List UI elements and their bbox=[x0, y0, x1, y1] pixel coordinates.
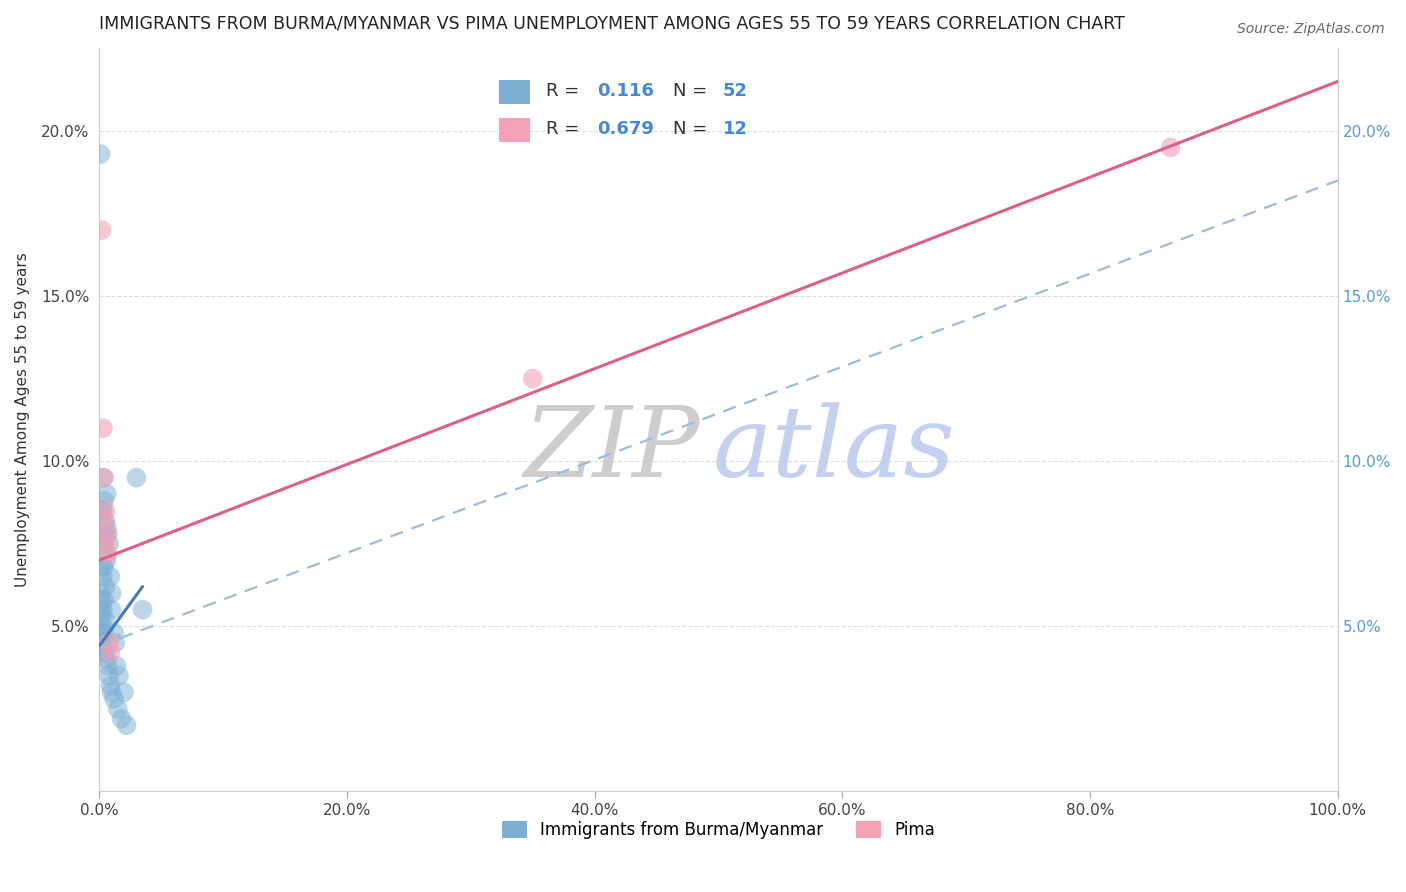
Point bbox=[112, 685, 135, 699]
Point bbox=[91, 642, 114, 657]
Point bbox=[90, 559, 112, 574]
Point bbox=[108, 669, 131, 683]
Point bbox=[94, 580, 117, 594]
Legend: Immigrants from Burma/Myanmar, Pima: Immigrants from Burma/Myanmar, Pima bbox=[495, 814, 942, 847]
Point bbox=[90, 609, 112, 624]
Point bbox=[89, 636, 111, 650]
Point bbox=[110, 712, 132, 726]
Point bbox=[100, 586, 122, 600]
Point bbox=[90, 592, 112, 607]
Point bbox=[90, 223, 112, 237]
Point bbox=[522, 371, 544, 385]
Point bbox=[98, 536, 121, 550]
Text: atlas: atlas bbox=[713, 402, 955, 497]
Y-axis label: Unemployment Among Ages 55 to 59 years: Unemployment Among Ages 55 to 59 years bbox=[15, 252, 30, 587]
Point bbox=[93, 559, 115, 574]
Point bbox=[93, 625, 115, 640]
Point bbox=[91, 619, 114, 633]
Point bbox=[93, 470, 115, 484]
Point bbox=[94, 646, 117, 660]
Point bbox=[103, 625, 125, 640]
Point bbox=[97, 547, 120, 561]
Point bbox=[94, 547, 117, 561]
Point bbox=[90, 625, 112, 640]
Point bbox=[96, 520, 118, 534]
Point bbox=[90, 639, 112, 653]
Point bbox=[115, 718, 138, 732]
Point bbox=[94, 536, 117, 550]
Point bbox=[93, 592, 115, 607]
Text: Source: ZipAtlas.com: Source: ZipAtlas.com bbox=[1237, 22, 1385, 37]
Point bbox=[93, 526, 115, 541]
Point bbox=[91, 503, 114, 517]
Point bbox=[89, 603, 111, 617]
Point bbox=[89, 147, 111, 161]
Text: IMMIGRANTS FROM BURMA/MYANMAR VS PIMA UNEMPLOYMENT AMONG AGES 55 TO 59 YEARS COR: IMMIGRANTS FROM BURMA/MYANMAR VS PIMA UN… bbox=[100, 15, 1125, 33]
Point bbox=[94, 503, 117, 517]
Point bbox=[98, 669, 121, 683]
Point bbox=[93, 493, 115, 508]
Point bbox=[97, 526, 120, 541]
Point bbox=[100, 603, 122, 617]
Point bbox=[125, 470, 148, 484]
Point bbox=[96, 487, 118, 501]
Text: ZIP: ZIP bbox=[523, 402, 700, 497]
Point bbox=[96, 553, 118, 567]
Point bbox=[98, 569, 121, 583]
Point bbox=[91, 536, 114, 550]
Point bbox=[91, 569, 114, 583]
Point bbox=[93, 514, 115, 528]
Point bbox=[91, 421, 114, 435]
Point bbox=[104, 636, 127, 650]
Point bbox=[107, 702, 129, 716]
Point bbox=[94, 514, 117, 528]
Point bbox=[98, 679, 121, 693]
Point bbox=[97, 658, 120, 673]
Point bbox=[103, 691, 125, 706]
Point bbox=[105, 658, 128, 673]
Point bbox=[90, 503, 112, 517]
Point bbox=[94, 613, 117, 627]
Point bbox=[98, 636, 121, 650]
Point bbox=[96, 526, 118, 541]
Point bbox=[91, 470, 114, 484]
Point bbox=[91, 603, 114, 617]
Point bbox=[100, 685, 122, 699]
Point bbox=[89, 619, 111, 633]
Point bbox=[1160, 140, 1182, 154]
Point bbox=[96, 652, 118, 666]
Point bbox=[89, 586, 111, 600]
Point bbox=[131, 603, 153, 617]
Point bbox=[98, 646, 121, 660]
